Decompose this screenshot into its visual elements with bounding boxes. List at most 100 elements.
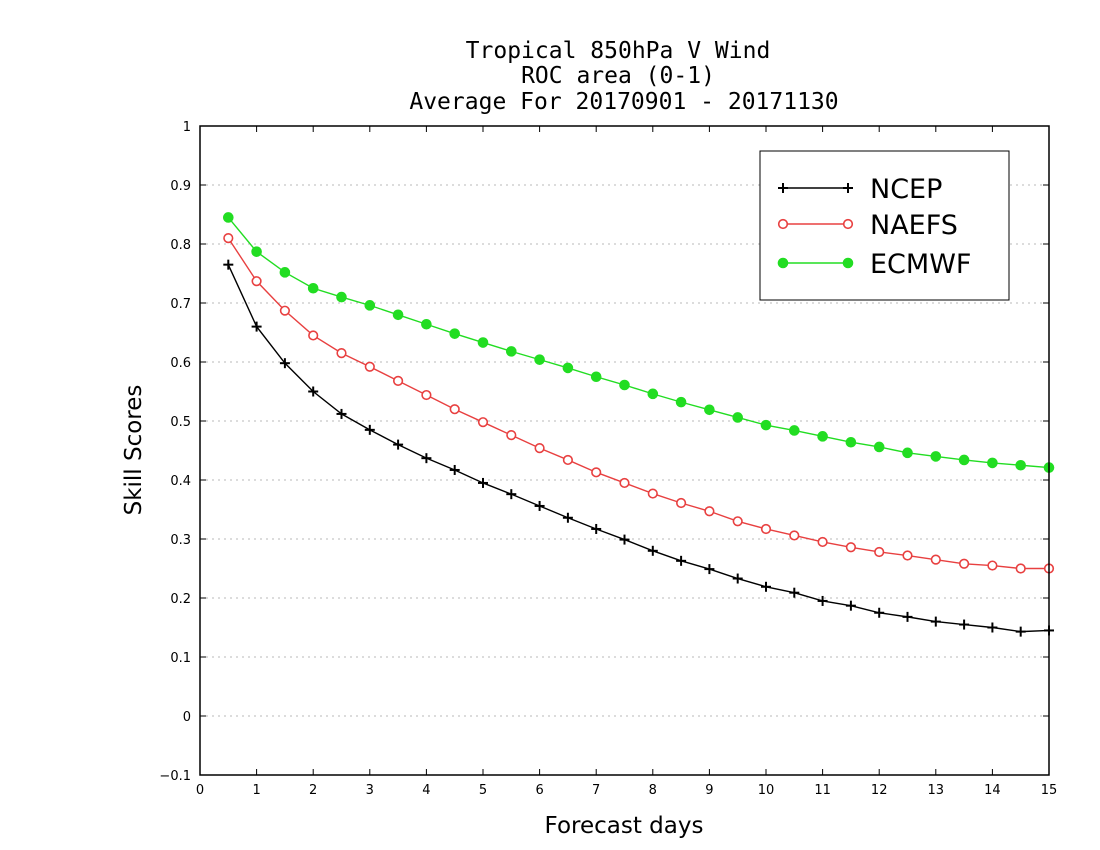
legend-item-naefs: NAEFS — [777, 210, 958, 241]
data-point-ncep — [308, 386, 319, 397]
data-point-ncep — [676, 555, 687, 566]
x-tick-label: 14 — [984, 783, 1001, 798]
data-point-ecmwf — [477, 337, 489, 348]
data-point-ecmwf — [307, 282, 319, 294]
data-point-naefs — [279, 305, 291, 316]
legend-label: NCEP — [870, 174, 942, 205]
data-point-naefs — [449, 404, 460, 415]
y-tick-label: 1 — [183, 120, 191, 135]
data-point-ecmwf — [336, 291, 347, 303]
data-point-ecmwf — [647, 388, 659, 400]
data-point-ncep — [562, 512, 573, 523]
data-point-ncep — [930, 616, 941, 627]
x-tick-label: 2 — [309, 783, 317, 798]
x-tick-label: 10 — [758, 783, 775, 798]
chart-title-line-2: ROC area (0-1) — [521, 63, 715, 89]
data-point-naefs — [336, 348, 347, 359]
data-point-ncep — [1015, 626, 1026, 637]
data-point-naefs — [477, 417, 489, 428]
data-point-ecmwf — [251, 246, 262, 257]
data-point-ncep — [704, 564, 715, 575]
data-point-naefs — [591, 467, 602, 478]
data-point-ncep — [987, 622, 998, 633]
legend: NCEP NAEFS ECMWF — [759, 150, 1010, 301]
series-line-ncep — [227, 264, 1050, 633]
x-tick-label: 12 — [871, 783, 888, 798]
data-point-ncep — [817, 595, 828, 606]
series-naefs — [223, 233, 1055, 574]
data-point-ecmwf — [279, 267, 291, 278]
data-point-ncep — [506, 489, 517, 500]
data-point-ecmwf — [392, 309, 404, 321]
data-point-ecmwf — [590, 371, 602, 383]
data-point-ecmwf — [902, 447, 913, 459]
data-point-ncep — [393, 439, 404, 450]
data-point-ecmwf — [930, 451, 942, 462]
data-point-naefs — [421, 389, 432, 401]
data-point-naefs — [874, 546, 885, 558]
data-point-ecmwf — [987, 457, 998, 469]
data-point-ncep — [874, 607, 885, 618]
chart-title-line-3: Average For 20170901 - 20171130 — [409, 89, 838, 115]
x-tick-label: 6 — [535, 783, 543, 798]
data-point-naefs — [789, 530, 800, 541]
data-point-naefs — [647, 488, 658, 499]
data-point-ncep — [789, 587, 800, 598]
data-point-ecmwf — [817, 431, 828, 442]
data-point-naefs — [223, 233, 234, 244]
data-point-naefs — [534, 443, 545, 454]
x-tick-label: 7 — [592, 783, 600, 798]
x-tick-label: 15 — [1041, 783, 1058, 798]
y-tick-label: 0 — [183, 710, 191, 725]
data-point-naefs — [562, 454, 574, 466]
x-tick-label: 13 — [928, 783, 945, 798]
data-point-ncep — [364, 424, 375, 435]
legend-marker-start — [777, 218, 789, 230]
data-point-ecmwf — [506, 346, 517, 357]
data-point-naefs — [675, 497, 687, 509]
chart-title-line-1: Tropical 850hPa V Wind — [466, 38, 771, 64]
series-ncep — [223, 259, 1054, 637]
data-point-ecmwf — [704, 404, 715, 416]
data-point-ncep — [591, 523, 602, 534]
plot-frame — [199, 125, 1050, 776]
x-tick-label: 4 — [422, 783, 430, 798]
legend-box — [759, 150, 1010, 301]
legend-label: ECMWF — [870, 249, 971, 280]
data-point-naefs — [393, 375, 404, 386]
data-series — [223, 212, 1055, 637]
legend-marker-end — [842, 218, 854, 230]
y-tick-label: 0.6 — [170, 356, 191, 371]
data-point-ncep — [251, 321, 262, 332]
data-point-naefs — [308, 330, 319, 341]
data-point-ecmwf — [845, 436, 857, 448]
y-tick-label: 0.9 — [170, 179, 191, 194]
data-point-naefs — [506, 430, 517, 441]
data-point-ncep — [449, 464, 460, 475]
data-point-ecmwf — [223, 212, 234, 223]
y-tick-label: 0.1 — [170, 651, 191, 666]
data-point-ecmwf — [675, 396, 687, 408]
y-tick-label: 0.7 — [170, 297, 191, 312]
data-point-ecmwf — [619, 379, 630, 391]
data-point-naefs — [902, 550, 913, 561]
x-tick-label: 9 — [705, 783, 713, 798]
y-tick-label: −0.1 — [159, 769, 191, 784]
data-point-ecmwf — [364, 300, 376, 311]
data-point-ncep — [421, 453, 432, 464]
y-tick-label: 0.8 — [170, 238, 191, 253]
x-tick-label: 8 — [649, 783, 657, 798]
data-point-ncep — [336, 408, 347, 419]
y-axis-label: Skill Scores — [121, 385, 147, 516]
data-point-ncep — [647, 545, 658, 556]
data-point-naefs — [760, 523, 772, 535]
data-point-ncep — [619, 534, 630, 545]
data-point-naefs — [930, 554, 941, 565]
series-ecmwf — [223, 212, 1055, 473]
x-tick-label: 5 — [479, 783, 487, 798]
data-point-ecmwf — [873, 441, 885, 453]
x-axis-label: Forecast days — [545, 813, 704, 839]
x-tick-label: 11 — [814, 783, 831, 798]
data-point-ecmwf — [562, 362, 574, 374]
